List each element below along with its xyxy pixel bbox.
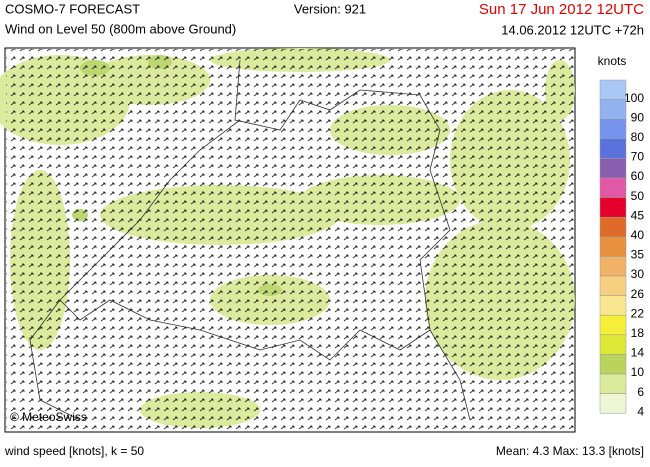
legend-swatch — [599, 393, 627, 414]
title: COSMO-7 FORECAST — [5, 1, 140, 16]
legend-label: 40 — [631, 228, 645, 242]
legend-swatch — [599, 216, 627, 238]
legend-swatch — [599, 373, 627, 394]
legend-label: 45 — [631, 208, 645, 222]
legend-unit: knots — [598, 54, 627, 68]
legend-label: 50 — [631, 189, 645, 203]
legend-swatch — [599, 314, 627, 336]
legend-swatch — [599, 79, 627, 100]
borders — [29, 59, 471, 421]
legend-label: 100 — [624, 91, 644, 105]
legend: 100 90 80 70 60 50 45 40 35 30 26 22 18 14 10 6 4 — [599, 79, 645, 418]
legend-label: 80 — [631, 130, 645, 144]
legend-label: 4 — [637, 404, 644, 418]
legend-label: 22 — [631, 306, 645, 320]
legend-label: 35 — [631, 248, 645, 262]
legend-swatch — [599, 275, 627, 296]
legend-swatch — [599, 118, 627, 140]
legend-swatch — [599, 177, 627, 198]
run-time: 14.06.2012 12UTC +72h — [501, 22, 644, 37]
legend-swatch — [599, 334, 627, 355]
legend-swatch — [599, 99, 627, 120]
legend-swatch — [599, 197, 627, 218]
legend-label: 18 — [631, 326, 645, 340]
valid-time: Sun 17 Jun 2012 12UTC — [479, 1, 644, 18]
map: © MeteoSwiss — [0, 47, 576, 433]
footer-stats: Mean: 4.3 Max: 13.3 [knots] — [496, 444, 644, 458]
legend-swatch — [599, 158, 627, 179]
subtitle: Wind on Level 50 (800m above Ground) — [5, 21, 236, 36]
legend-label: 30 — [631, 267, 645, 281]
legend-swatch — [599, 295, 627, 316]
legend-label: 70 — [631, 150, 645, 164]
legend-label: 10 — [631, 365, 645, 379]
legend-label: 14 — [631, 346, 645, 360]
legend-swatch — [599, 236, 627, 257]
version: Version: 921 — [294, 1, 366, 16]
legend-label: 6 — [637, 385, 644, 399]
legend-swatch — [599, 256, 627, 277]
legend-label: 26 — [631, 287, 645, 301]
legend-swatch — [599, 354, 627, 375]
legend-label: 60 — [631, 169, 645, 183]
legend-swatch — [599, 138, 627, 159]
credit: © MeteoSwiss — [10, 410, 87, 424]
footer-left: wind speed [knots], k = 50 — [4, 444, 144, 458]
legend-label: 90 — [631, 110, 645, 124]
